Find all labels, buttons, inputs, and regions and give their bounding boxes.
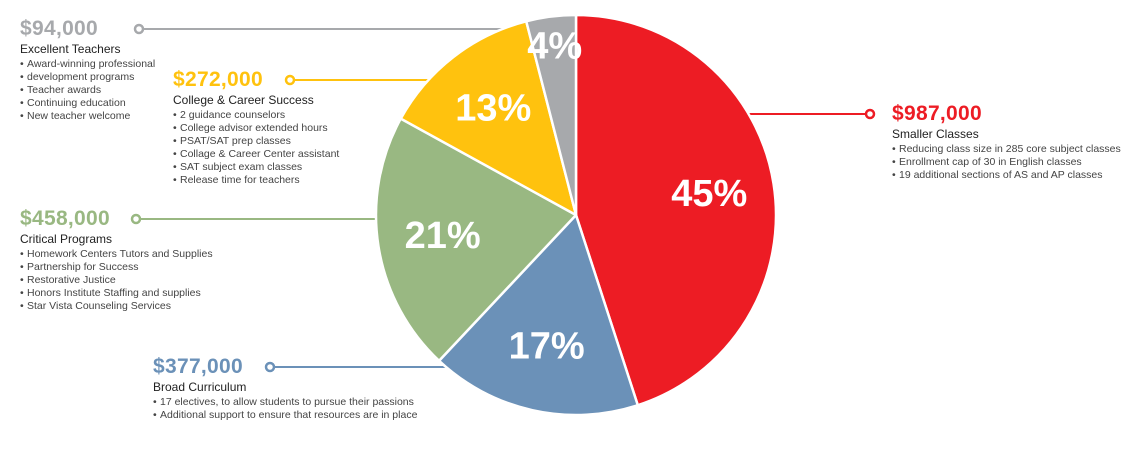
- bullet-item: Enrollment cap of 30 in English classes: [892, 156, 1132, 169]
- bullet-item: 19 additional sections of AS and AP clas…: [892, 169, 1132, 182]
- amount-college: $272,000: [173, 68, 263, 91]
- bullet-item: Restorative Justice: [20, 274, 250, 287]
- bullets-critical: Homework Centers Tutors and Supplies Par…: [20, 248, 250, 313]
- amount-critical: $458,000: [20, 207, 110, 230]
- bullet-item: 17 electives, to allow students to pursu…: [153, 396, 443, 409]
- pie-slice-broad-curriculum: [437, 213, 640, 417]
- pie-slice-excellent-teachers: [525, 13, 578, 217]
- category-curriculum: Broad Curriculum: [153, 380, 247, 394]
- bullet-item: Partnership for Success: [20, 261, 250, 274]
- bullets-teachers: Award-winning professional development p…: [20, 58, 170, 123]
- bullet-item: Additional support to ensure that resour…: [153, 409, 443, 422]
- bullet-item: Reducing class size in 285 core subject …: [892, 143, 1132, 156]
- amount-classes: $987,000: [892, 102, 982, 125]
- callout-curriculum: $377,000 Broad Curriculum 17 electives, …: [153, 356, 443, 422]
- bullet-item: Continuing education: [20, 97, 170, 110]
- pie-slice-college-career-success: [399, 20, 578, 217]
- pie-slice-critical-programs: [374, 117, 578, 363]
- pie-slice-label: 13%: [455, 87, 531, 129]
- category-critical: Critical Programs: [20, 232, 113, 246]
- bullet-item: Collage & Career Center assistant: [173, 148, 363, 161]
- category-classes: Smaller Classes: [892, 127, 979, 141]
- bullet-item: SAT subject exam classes: [173, 161, 363, 174]
- bullets-curriculum: 17 electives, to allow students to pursu…: [153, 396, 443, 422]
- category-teachers: Excellent Teachers: [20, 42, 121, 56]
- bullet-item: Star Vista Counseling Services: [20, 300, 250, 313]
- amount-teachers: $94,000: [20, 17, 99, 40]
- pie-slice-labels: 45% 17% 21% 13% 4%: [405, 25, 748, 367]
- bullet-item: Honors Institute Staffing and supplies: [20, 287, 250, 300]
- pie-slice-label: 45%: [671, 173, 747, 215]
- bullet-item: College advisor extended hours: [173, 122, 363, 135]
- pie-slice-smaller-classes: [574, 13, 778, 407]
- leader-dot-classes: [864, 108, 876, 120]
- bullet-item: Homework Centers Tutors and Supplies: [20, 248, 250, 261]
- callout-teachers: $94,000 Excellent Teachers Award-winning…: [20, 18, 170, 123]
- callout-classes: $987,000 Smaller Classes Reducing class …: [892, 103, 1132, 182]
- leader-dot-critical: [130, 213, 142, 225]
- bullet-item: Release time for teachers: [173, 174, 363, 187]
- callout-critical: $458,000 Critical Programs Homework Cent…: [20, 208, 250, 313]
- bullets-classes: Reducing class size in 285 core subject …: [892, 143, 1132, 182]
- bullet-item: New teacher welcome: [20, 110, 170, 123]
- leader-dot-teachers: [133, 23, 145, 35]
- bullet-item: Teacher awards: [20, 84, 170, 97]
- leader-dot-curriculum: [264, 361, 276, 373]
- pie-slice-label: 4%: [527, 25, 582, 67]
- leader-dot-college: [284, 74, 296, 86]
- pie-slice-label: 21%: [405, 215, 481, 257]
- amount-curriculum: $377,000: [153, 355, 243, 378]
- bullet-item: 2 guidance counselors: [173, 109, 363, 122]
- bullet-item: PSAT/SAT prep classes: [173, 135, 363, 148]
- callout-college: $272,000 College & Career Success 2 guid…: [173, 68, 363, 187]
- category-college: College & Career Success: [173, 93, 314, 107]
- pie-slices: [374, 13, 778, 417]
- pie-slice-label: 17%: [509, 326, 585, 368]
- bullet-item: Award-winning professional: [20, 58, 170, 71]
- bullet-item: development programs: [20, 71, 170, 84]
- bullets-college: 2 guidance counselors College advisor ex…: [173, 109, 363, 186]
- callout-leaders: [130, 23, 876, 373]
